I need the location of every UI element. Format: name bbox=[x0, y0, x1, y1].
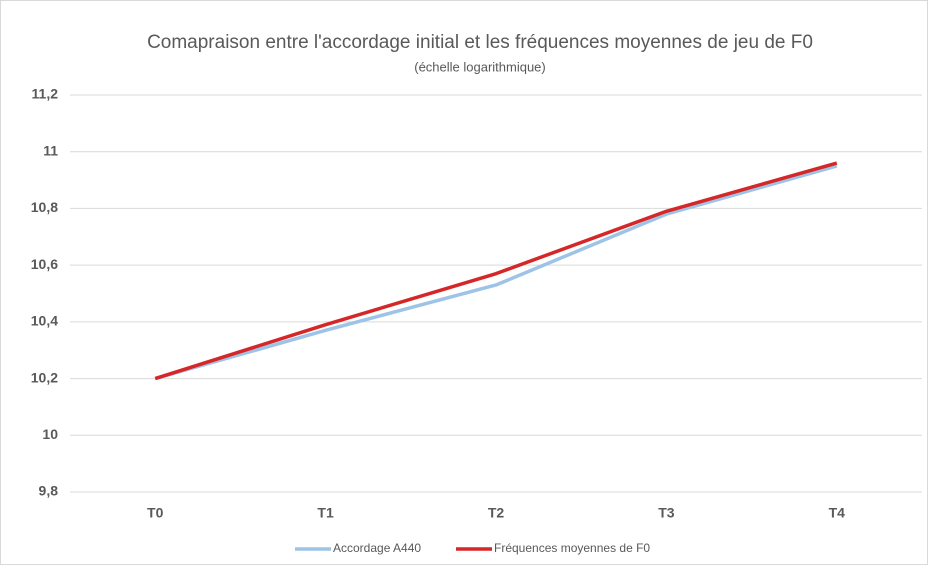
y-tick-label: 10 bbox=[42, 426, 58, 442]
y-tick-label: 9,8 bbox=[39, 483, 59, 499]
y-tick-label: 10,6 bbox=[31, 256, 58, 272]
y-tick-label: 10,8 bbox=[31, 199, 58, 215]
legend-label: Accordage A440 bbox=[333, 541, 421, 555]
chart-title: Comapraison entre l'accordage initial et… bbox=[147, 32, 813, 53]
y-tick-label: 11,2 bbox=[32, 86, 59, 102]
x-tick-label: T2 bbox=[488, 505, 505, 521]
series-line bbox=[154, 161, 838, 381]
x-tick-label: T3 bbox=[658, 505, 675, 521]
y-tick-label: 10,2 bbox=[31, 369, 58, 385]
y-tick-label: 11 bbox=[43, 142, 58, 158]
x-tick-label: T1 bbox=[317, 505, 334, 521]
x-tick-label: T0 bbox=[147, 505, 164, 521]
series-line bbox=[154, 164, 838, 381]
y-tick-label: 10,4 bbox=[31, 313, 58, 329]
legend-label: Fréquences moyennes de F0 bbox=[494, 541, 650, 555]
chart-subtitle: (échelle logarithmique) bbox=[414, 59, 546, 74]
x-tick-label: T4 bbox=[829, 505, 846, 521]
